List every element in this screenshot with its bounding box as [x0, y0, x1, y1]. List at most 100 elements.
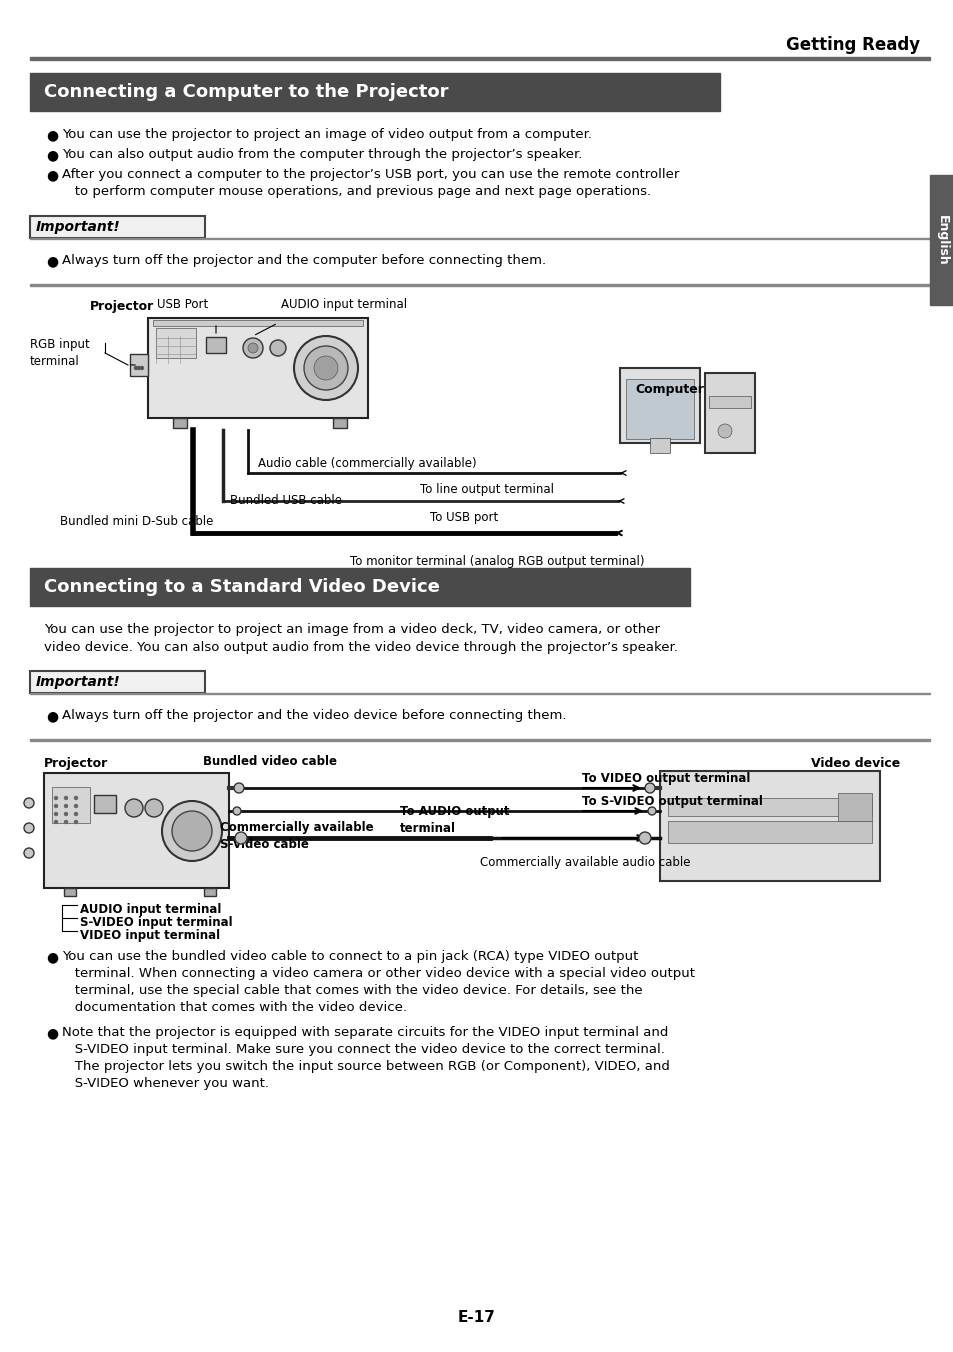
Text: ●: ●: [46, 168, 58, 183]
Bar: [333, 418, 347, 429]
Bar: [52, 787, 90, 823]
Bar: [30, 671, 205, 694]
Text: You can use the projector to project an image from a video deck, TV, video camer: You can use the projector to project an …: [44, 623, 678, 654]
Circle shape: [140, 366, 143, 369]
Text: Bundled USB cable: Bundled USB cable: [230, 493, 341, 507]
Text: Important!: Important!: [36, 675, 121, 690]
Bar: [152, 320, 363, 326]
Circle shape: [134, 366, 137, 369]
Text: AUDIO input terminal: AUDIO input terminal: [281, 297, 407, 311]
Text: After you connect a computer to the projector’s USB port, you can use the remote: After you connect a computer to the proj…: [62, 168, 679, 197]
Circle shape: [24, 798, 34, 808]
Bar: [708, 396, 750, 408]
Circle shape: [125, 799, 143, 817]
Text: Video device: Video device: [810, 757, 899, 771]
Circle shape: [644, 783, 655, 794]
Circle shape: [74, 813, 77, 815]
Bar: [704, 373, 754, 453]
Bar: [929, 174, 953, 306]
Bar: [649, 438, 669, 453]
Text: Commercially available
S-video cable: Commercially available S-video cable: [220, 821, 374, 850]
Text: Connecting to a Standard Video Device: Connecting to a Standard Video Device: [44, 579, 439, 596]
Text: RGB input
terminal: RGB input terminal: [30, 338, 90, 368]
Bar: [30, 740, 929, 741]
Text: Note that the projector is equipped with separate circuits for the VIDEO input t: Note that the projector is equipped with…: [62, 1026, 669, 1090]
Circle shape: [54, 804, 57, 807]
Text: To VIDEO output terminal: To VIDEO output terminal: [581, 772, 750, 786]
Circle shape: [145, 799, 163, 817]
Text: VIDEO input terminal: VIDEO input terminal: [80, 929, 220, 942]
Bar: [94, 795, 116, 813]
Text: To USB port: To USB port: [430, 511, 497, 525]
Circle shape: [304, 346, 348, 389]
Text: You can use the bundled video cable to connect to a pin jack (RCA) type VIDEO ou: You can use the bundled video cable to c…: [62, 950, 695, 1014]
Text: Audio cable (commercially available): Audio cable (commercially available): [257, 457, 476, 470]
Text: You can use the projector to project an image of video output from a computer.: You can use the projector to project an …: [62, 128, 592, 141]
Circle shape: [718, 425, 731, 438]
Bar: [44, 773, 229, 888]
Text: To S-VIDEO output terminal: To S-VIDEO output terminal: [581, 795, 762, 808]
Circle shape: [294, 337, 357, 400]
Text: Computer: Computer: [635, 383, 703, 396]
Text: To monitor terminal (analog RGB output terminal): To monitor terminal (analog RGB output t…: [350, 556, 644, 568]
Circle shape: [137, 366, 140, 369]
Bar: [667, 821, 871, 844]
Text: Commercially available audio cable: Commercially available audio cable: [479, 856, 690, 869]
Text: Always turn off the projector and the computer before connecting them.: Always turn off the projector and the co…: [62, 254, 545, 266]
Bar: [30, 568, 689, 606]
Text: ●: ●: [46, 708, 58, 723]
Text: ●: ●: [46, 254, 58, 268]
Text: Bundled mini D-Sub cable: Bundled mini D-Sub cable: [60, 515, 213, 529]
Circle shape: [234, 831, 247, 844]
Text: Connecting a Computer to the Projector: Connecting a Computer to the Projector: [44, 82, 448, 101]
Text: ●: ●: [46, 1026, 58, 1040]
Circle shape: [243, 338, 263, 358]
Text: Projector: Projector: [44, 757, 108, 771]
Circle shape: [233, 783, 244, 794]
Circle shape: [24, 848, 34, 859]
Bar: [64, 888, 76, 896]
Text: You can also output audio from the computer through the projector’s speaker.: You can also output audio from the compu…: [62, 147, 581, 161]
Circle shape: [639, 831, 650, 844]
Text: To AUDIO output
terminal: To AUDIO output terminal: [399, 804, 509, 836]
Circle shape: [65, 804, 68, 807]
Bar: [659, 771, 879, 882]
Circle shape: [248, 343, 257, 353]
Bar: [30, 692, 929, 694]
Bar: [30, 73, 720, 111]
Bar: [30, 284, 929, 287]
Bar: [156, 329, 195, 358]
Bar: [30, 216, 205, 238]
Circle shape: [647, 807, 656, 815]
Circle shape: [54, 813, 57, 815]
Text: USB Port: USB Port: [156, 297, 208, 311]
Circle shape: [24, 823, 34, 833]
Bar: [172, 418, 187, 429]
Circle shape: [74, 804, 77, 807]
Text: ●: ●: [46, 950, 58, 964]
Bar: [204, 888, 215, 896]
Circle shape: [54, 796, 57, 799]
Text: Bundled video cable: Bundled video cable: [203, 754, 336, 768]
Circle shape: [65, 821, 68, 823]
Text: S-VIDEO input terminal: S-VIDEO input terminal: [80, 917, 233, 929]
Text: English: English: [935, 215, 947, 265]
Circle shape: [74, 796, 77, 799]
Bar: [206, 337, 226, 353]
Bar: [625, 379, 693, 439]
Text: Projector: Projector: [90, 300, 154, 314]
Text: To line output terminal: To line output terminal: [419, 483, 554, 496]
Circle shape: [74, 821, 77, 823]
Text: Important!: Important!: [36, 220, 121, 234]
Text: Getting Ready: Getting Ready: [785, 37, 919, 54]
Circle shape: [65, 796, 68, 799]
Bar: [130, 354, 148, 376]
Bar: [837, 794, 871, 821]
Text: AUDIO input terminal: AUDIO input terminal: [80, 903, 221, 917]
Circle shape: [65, 813, 68, 815]
Circle shape: [54, 821, 57, 823]
Text: ●: ●: [46, 147, 58, 162]
Bar: [30, 57, 929, 59]
Bar: [619, 368, 700, 443]
Bar: [667, 798, 871, 817]
